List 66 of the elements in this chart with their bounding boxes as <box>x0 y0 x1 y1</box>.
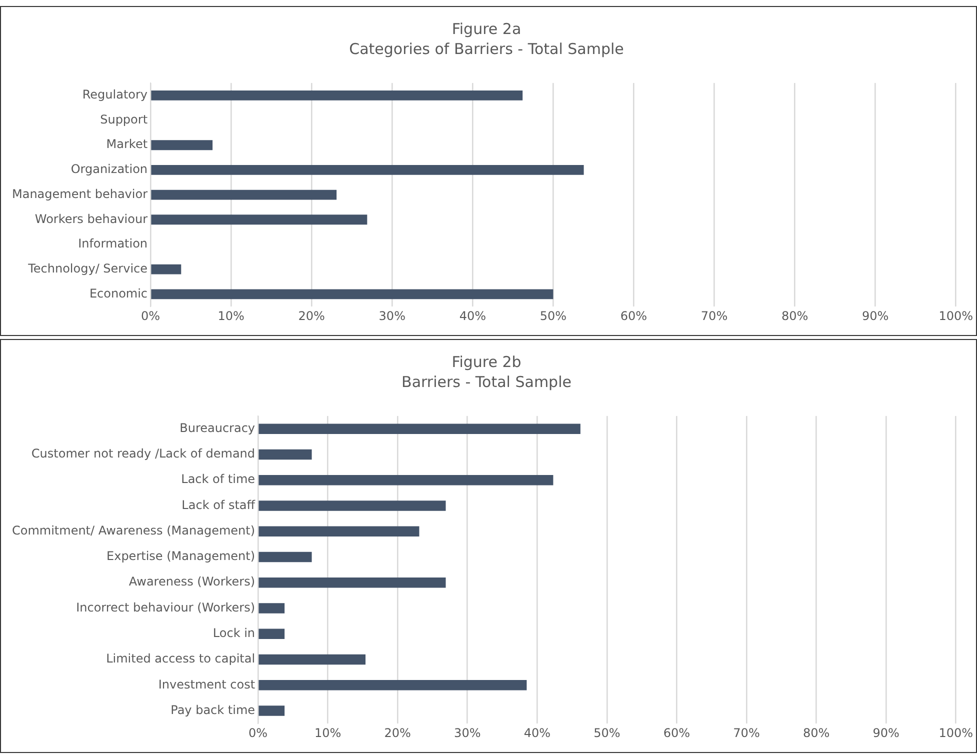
bar <box>151 140 213 150</box>
bar <box>151 164 584 175</box>
y-tick-label: Limited access to capital <box>106 652 256 666</box>
bar <box>258 500 446 511</box>
y-tick-label: Technology/ Service <box>27 261 148 276</box>
y-tick-label: Customer not ready /Lack of demand <box>31 446 256 461</box>
x-tick-label: 80% <box>802 726 830 740</box>
x-tick-label: 20% <box>298 308 325 323</box>
x-tick-label: 100% <box>938 308 974 323</box>
y-tick-label: Expertise (Management) <box>106 549 256 564</box>
y-tick-label: Management behavior <box>12 186 148 201</box>
y-tick-label: Market <box>106 137 148 152</box>
bar <box>151 264 182 274</box>
x-tick-label: 90% <box>872 726 900 740</box>
x-tick-label: 0% <box>248 726 268 740</box>
y-tick-label: Commitment/ Awareness (Management) <box>12 523 256 538</box>
chart-title: Figure 2b <box>452 352 522 371</box>
bar <box>258 449 312 460</box>
y-tick-label: Incorrect behaviour (Workers) <box>76 600 256 614</box>
y-tick-label: Workers behaviour <box>34 212 148 226</box>
y-tick-label: Regulatory <box>82 88 148 102</box>
y-tick-label: Economic <box>89 286 148 300</box>
x-tick-label: 70% <box>733 726 760 740</box>
y-tick-label: Pay back time <box>170 702 256 717</box>
x-tick-label: 60% <box>620 308 648 323</box>
y-tick-label: Lack of time <box>181 472 256 486</box>
x-tick-label: 10% <box>218 308 244 323</box>
x-tick-label: 50% <box>540 308 567 323</box>
bar <box>151 90 523 100</box>
y-tick-label: Organization <box>70 162 148 176</box>
bar <box>258 552 312 562</box>
x-tick-label: 50% <box>594 726 620 740</box>
bar <box>258 474 554 486</box>
y-tick-label: Lack of staff <box>182 498 256 512</box>
x-tick-label: 30% <box>454 726 481 740</box>
x-tick-label: 100% <box>938 726 974 740</box>
x-tick-label: 80% <box>781 308 808 323</box>
bar <box>258 526 420 536</box>
x-tick-label: 10% <box>314 726 342 740</box>
x-tick-label: 60% <box>663 726 690 740</box>
chart-subtitle: Barriers - Total Sample <box>402 372 572 391</box>
x-tick-label: 70% <box>700 308 728 323</box>
y-tick-label: Investment cost <box>158 677 256 692</box>
bar <box>151 214 368 225</box>
x-tick-label: 40% <box>459 308 486 323</box>
x-tick-label: 0% <box>141 308 160 323</box>
x-tick-label: 40% <box>524 726 550 740</box>
x-tick-label: 90% <box>862 308 889 323</box>
y-tick-label: Bureaucracy <box>180 420 256 435</box>
bar <box>258 654 366 665</box>
bar <box>151 190 337 200</box>
bar <box>151 289 554 300</box>
y-tick-label: Awareness (Workers) <box>128 574 256 589</box>
bar <box>258 706 285 716</box>
bar <box>258 424 580 434</box>
x-tick-label: 20% <box>384 726 411 740</box>
bar <box>258 603 285 614</box>
bar <box>258 577 446 588</box>
chart-subtitle: Categories of Barriers - Total Sample <box>349 40 624 58</box>
x-tick-label: 30% <box>378 308 406 323</box>
chart-title: Figure 2a <box>452 20 522 38</box>
y-tick-label: Lock in <box>212 626 256 640</box>
bar <box>258 628 285 640</box>
y-tick-label: Support <box>100 112 148 126</box>
bar <box>258 680 527 690</box>
y-tick-label: Information <box>78 236 148 251</box>
